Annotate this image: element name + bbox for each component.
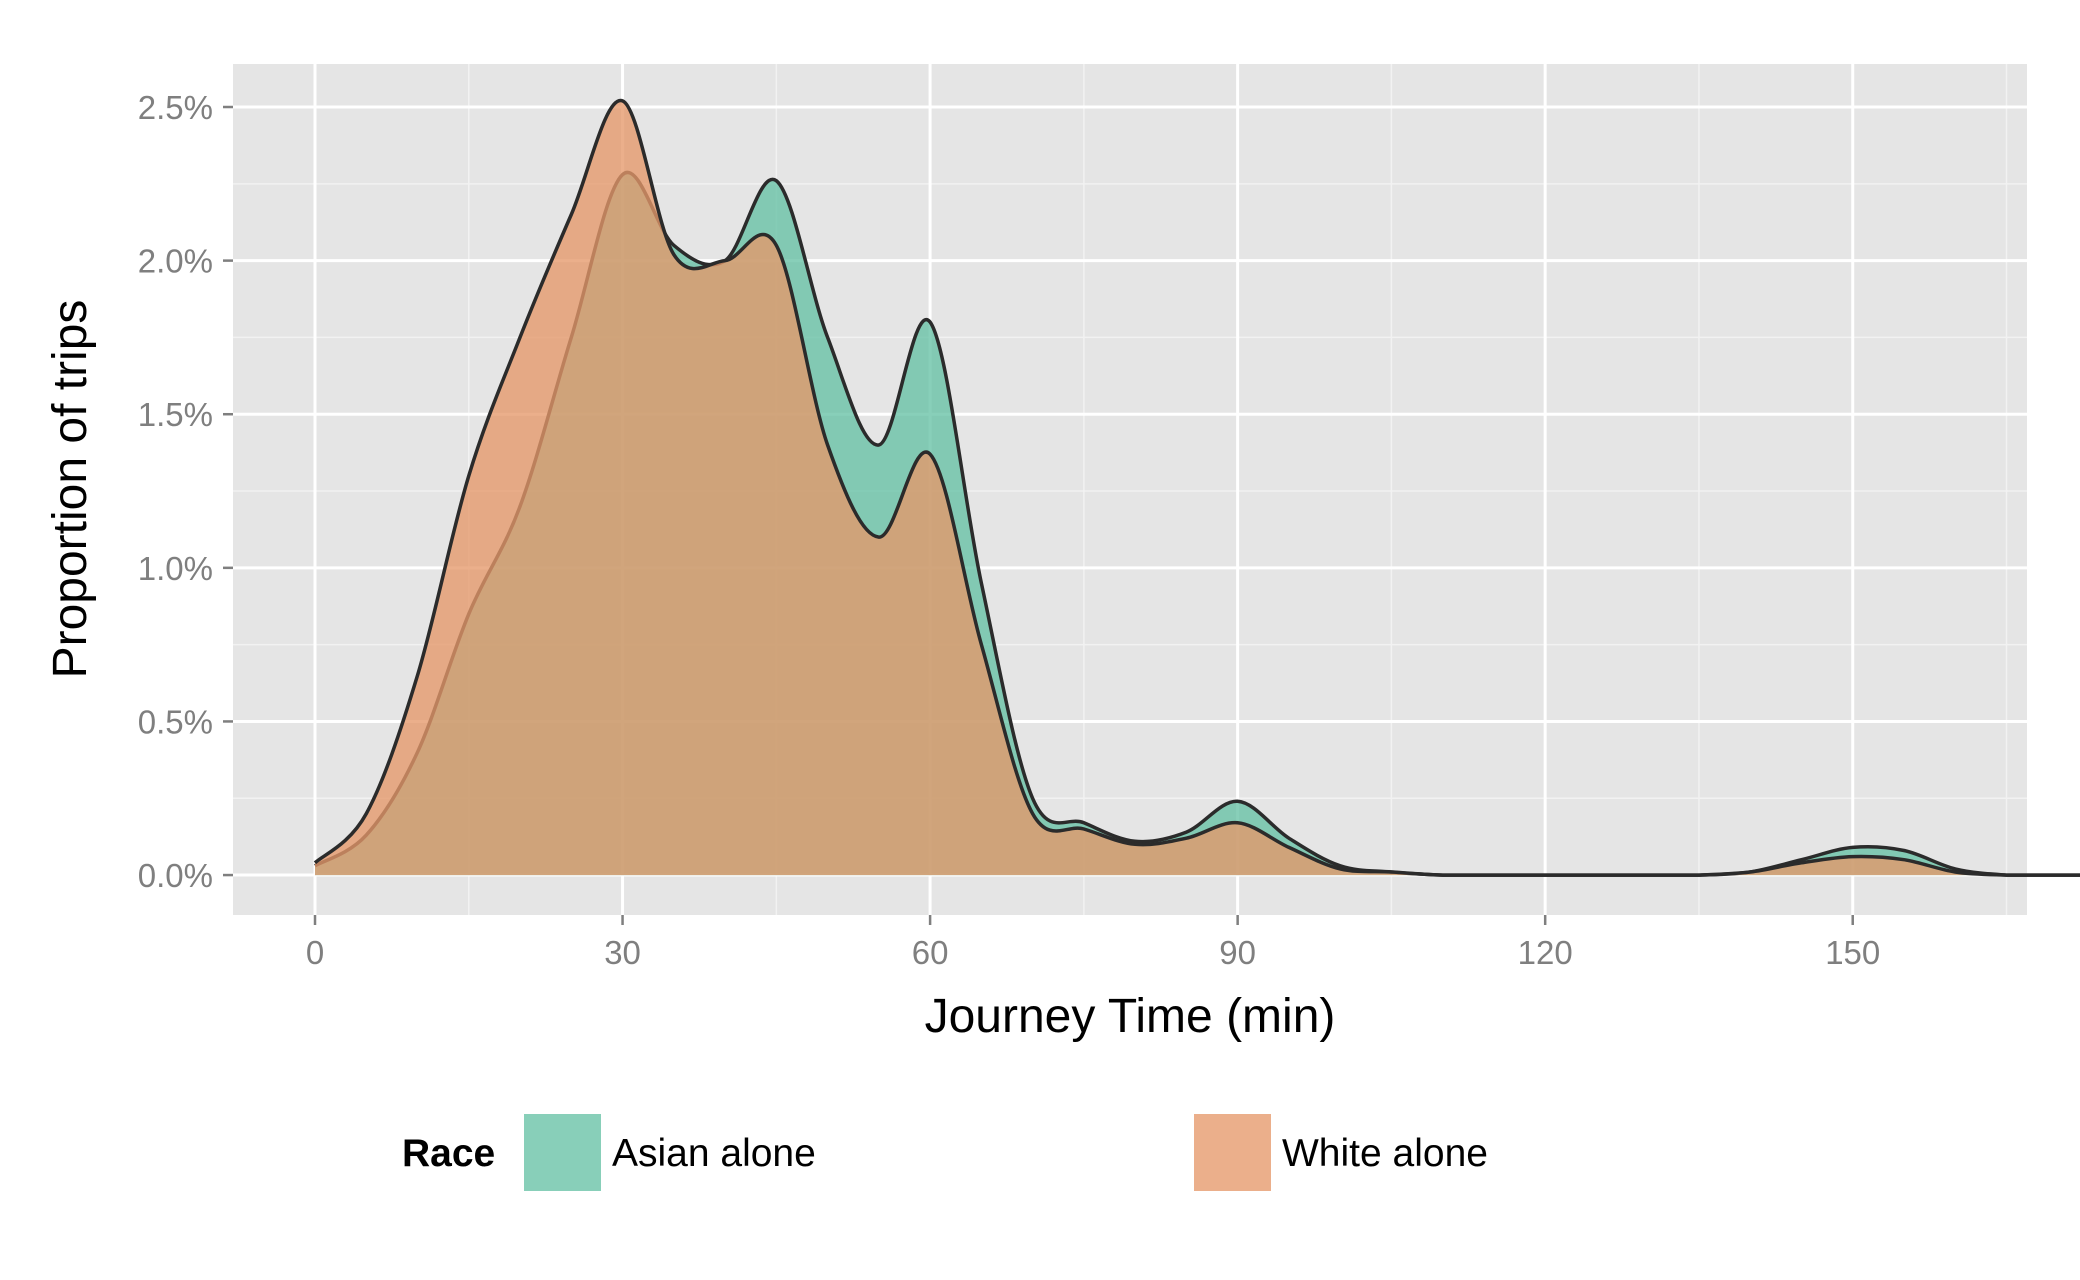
y-axis: 0.0% 0.5% 1.0% 1.5% 2.0% 2.5% <box>138 89 233 894</box>
x-tick-label: 90 <box>1219 934 1256 971</box>
y-tick-label: 1.0% <box>138 550 213 587</box>
y-tick-label: 1.5% <box>138 396 213 433</box>
legend-label-white-alone: White alone <box>1282 1132 1488 1175</box>
x-tick-label: 120 <box>1518 934 1573 971</box>
line-white-alone <box>313 99 2080 877</box>
x-tick-label: 60 <box>912 934 949 971</box>
density-series <box>313 99 2080 877</box>
y-axis-title: Proportion of trips <box>44 300 97 679</box>
legend-title: Race <box>402 1132 495 1175</box>
y-tick-label: 2.5% <box>138 89 213 126</box>
x-axis: 0306090120150180 <box>306 915 1880 971</box>
y-tick-label: 0.5% <box>138 703 213 740</box>
x-axis-title: Journey Time (min) <box>925 990 1336 1043</box>
y-tick-label: 0.0% <box>138 857 213 894</box>
x-tick-label: 150 <box>1825 934 1880 971</box>
y-tick-label: 2.0% <box>138 243 213 280</box>
legend: Race Asian alone White alone <box>402 1114 1488 1191</box>
x-tick-label: 30 <box>604 934 641 971</box>
legend-key-white-alone <box>1194 1114 1271 1191</box>
area-white-alone <box>315 100 2080 876</box>
x-tick-label: 0 <box>306 934 324 971</box>
legend-label-asian-alone: Asian alone <box>612 1132 816 1175</box>
legend-key-asian-alone <box>524 1114 601 1191</box>
